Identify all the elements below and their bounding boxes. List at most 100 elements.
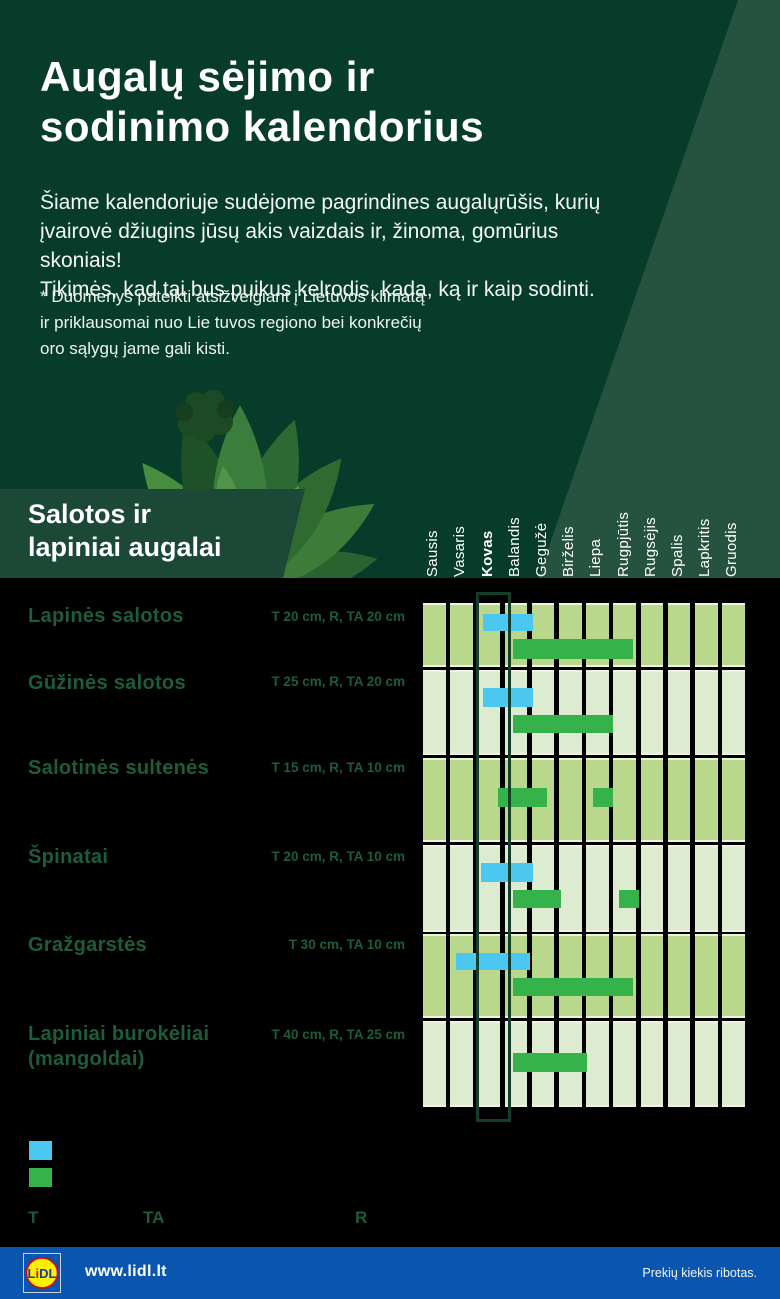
grid-cell (613, 845, 636, 932)
plant-spacing-spec: T 40 cm, R, TA 25 cm (271, 1027, 405, 1042)
plant-name: Špinatai (28, 846, 109, 868)
plant-spacing-spec: T 30 cm, TA 10 cm (288, 937, 405, 952)
legend-planting-swatch (29, 1168, 52, 1187)
intro-text: Šiame kalendoriuje sudėjome pagrindines … (40, 191, 601, 301)
plant-name: Gūžinės salotos (28, 672, 186, 694)
grid-cell (423, 758, 446, 842)
month-label-5: Gegužė (533, 522, 551, 577)
grid-cell (423, 670, 446, 755)
month-label-2: Vasaris (451, 525, 469, 577)
grid-cell (640, 934, 664, 1018)
grid-cell (586, 845, 609, 932)
grid-cell (640, 670, 664, 755)
footer-disclaimer: Prekių kiekis ribotas. (642, 1266, 757, 1280)
grid-cell (450, 758, 473, 842)
grid-cell (667, 670, 691, 755)
footer: LiDL www.lidl.lt Prekių kiekis ribotas. (0, 1247, 780, 1299)
grid-cell (423, 845, 446, 932)
sowing-bar (456, 953, 530, 970)
month-label-1: Sausis (424, 530, 442, 577)
planting-bar (513, 639, 633, 659)
grid-cell (531, 934, 555, 1018)
month-label-8: Rugpjūtis (614, 511, 632, 577)
month-label-11: Lapkritis (696, 518, 714, 577)
plant-name: Lapinės salotos (28, 605, 184, 627)
plant-name: Salotinės sultenės (28, 757, 210, 779)
grid-cell (450, 1021, 473, 1107)
grid-cell (722, 845, 745, 932)
current-month-highlight-box (476, 592, 511, 1122)
disclaimer-note: * Duomenys pateikti atsižvelgiant į Liet… (40, 287, 425, 358)
grid-cell (695, 1021, 718, 1107)
grid-cell (613, 934, 636, 1018)
section-banner: Salotos ir lapiniai augalai (0, 489, 305, 578)
grid-cell (477, 758, 500, 842)
grid-cell (667, 758, 691, 842)
legend-letter-t: T (28, 1208, 39, 1227)
grid-cell (531, 670, 555, 755)
legend-letter-r: R (355, 1208, 368, 1227)
grid-cell (586, 670, 609, 755)
section-title: Salotos ir lapiniai augalai (28, 499, 222, 562)
plant-name: Gražgarstės (28, 934, 147, 956)
grid-cell (640, 603, 664, 667)
legend-sowing-swatch (29, 1141, 52, 1160)
grid-cell (695, 845, 718, 932)
grid-cell (586, 1021, 609, 1107)
month-label-4: Balandis (505, 517, 523, 577)
planting-bar (513, 1053, 587, 1072)
grid-cell (423, 934, 446, 1018)
grid-cell (695, 934, 718, 1018)
grid-cell (450, 603, 473, 667)
header: Augalų sėjimo ir sodinimo kalendorius Ši… (0, 0, 780, 578)
grid-cell (423, 603, 446, 667)
grid-cell (613, 758, 636, 842)
planting-bar (619, 890, 639, 908)
month-label-9: Rugsėjis (641, 517, 659, 577)
grid-cell (667, 1021, 691, 1107)
grid-cell (722, 758, 745, 842)
grid-cell (667, 845, 691, 932)
month-label-7: Liepa (587, 538, 605, 577)
plant-spacing-spec: T 20 cm, R, TA 10 cm (271, 849, 405, 864)
grid-cell (640, 1021, 664, 1107)
grid-cell (613, 1021, 636, 1107)
grid-cell (531, 845, 555, 932)
grid-cell (667, 934, 691, 1018)
svg-text:LiDL: LiDL (28, 1266, 57, 1281)
grid-cell (722, 670, 745, 755)
plant-name: Lapiniai burokėliai (mangoldai) (28, 1023, 210, 1070)
grid-cell (450, 845, 473, 932)
month-label-12: Gruodis (723, 522, 741, 577)
plant-spacing-spec: T 25 cm, R, TA 20 cm (271, 674, 405, 689)
sowing-bar (481, 863, 533, 882)
grid-cell (613, 670, 636, 755)
page-title: Augalų sėjimo ir sodinimo kalendorius (40, 53, 485, 150)
grid-cell (722, 603, 745, 667)
kale-cluster (175, 390, 235, 442)
grid-cell (477, 1021, 500, 1107)
grid-cell (423, 1021, 446, 1107)
planting-bar (513, 978, 633, 996)
planting-bar (513, 890, 561, 908)
footer-url-link[interactable]: www.lidl.lt (85, 1263, 167, 1280)
planting-bar (513, 715, 613, 733)
grid-cell (695, 670, 718, 755)
grid-cell (559, 758, 582, 842)
grid-cell (559, 934, 582, 1018)
grid-cell (640, 845, 664, 932)
planting-bar (593, 788, 613, 807)
grid-cell (640, 758, 664, 842)
grid-cell (722, 1021, 745, 1107)
month-label-3: Kovas (478, 530, 496, 577)
grid-cell (450, 670, 473, 755)
month-label-10: Spalis (669, 534, 687, 577)
grid-cell (667, 603, 691, 667)
grid-cell (559, 670, 582, 755)
grid-cell (450, 934, 473, 1018)
legend-letter-ta: TA (143, 1208, 165, 1227)
grid-cell (695, 603, 718, 667)
lidl-logo: LiDL (23, 1253, 61, 1293)
grid-cell (695, 758, 718, 842)
plant-spacing-spec: T 20 cm, R, TA 20 cm (271, 609, 405, 624)
